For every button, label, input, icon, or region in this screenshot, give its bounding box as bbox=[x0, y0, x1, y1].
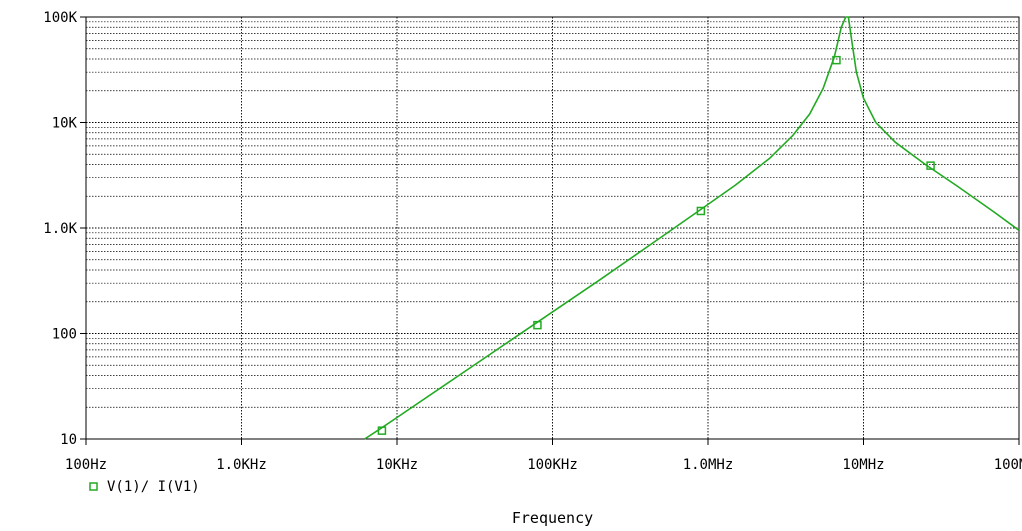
x-tick-label: 100Hz bbox=[65, 457, 107, 473]
legend: V(1)/ I(V1) bbox=[89, 479, 200, 495]
y-tick-label: 1.0K bbox=[43, 221, 77, 237]
y-tick-label: 10 bbox=[60, 432, 77, 448]
series-line bbox=[364, 16, 1020, 440]
legend-label: V(1)/ I(V1) bbox=[107, 479, 200, 495]
series-marker bbox=[926, 161, 935, 170]
series-marker bbox=[696, 206, 706, 216]
series-marker bbox=[832, 55, 841, 65]
series-marker bbox=[377, 426, 387, 435]
axes: 10 100 1.0K 10K 100K 100Hz 1.0KHz 10KHz 100KHz 1.… bbox=[43, 10, 1022, 473]
x-tick-label: 10KHz bbox=[376, 457, 418, 473]
y-tick-label: 100K bbox=[43, 10, 77, 26]
plot-grid bbox=[86, 17, 1019, 439]
x-tick-label: 100MHz bbox=[994, 457, 1022, 473]
legend-marker bbox=[89, 482, 98, 491]
series-marker bbox=[533, 320, 542, 330]
x-tick-label: 1.0MHz bbox=[683, 457, 734, 473]
y-tick-label: 10K bbox=[52, 116, 78, 132]
x-tick-label: 100KHz bbox=[527, 457, 578, 473]
y-tick-label: 100 bbox=[52, 327, 77, 343]
x-tick-label: 10MHz bbox=[842, 457, 884, 473]
series-layer bbox=[364, 16, 1020, 440]
x-axis-label: Frequency bbox=[512, 509, 593, 527]
x-tick-label: 1.0KHz bbox=[216, 457, 267, 473]
